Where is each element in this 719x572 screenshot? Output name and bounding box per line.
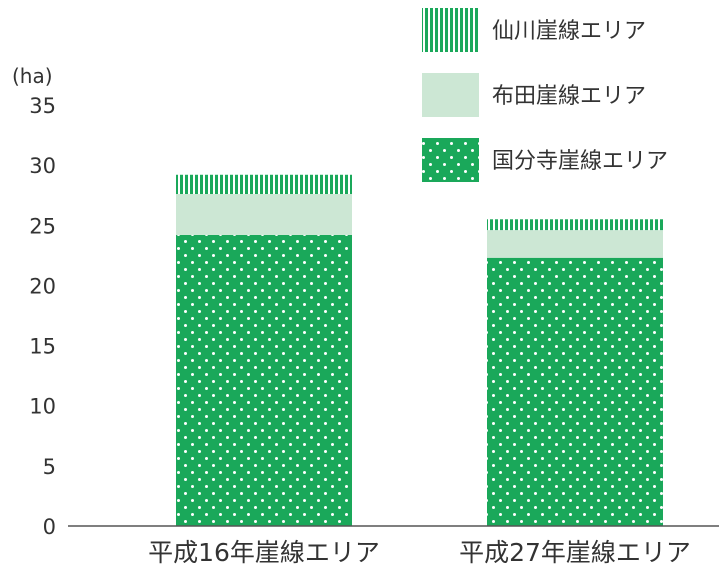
bar-segment bbox=[176, 194, 352, 235]
bar-segment bbox=[487, 230, 663, 258]
legend-label: 仙川崖線エリア bbox=[492, 19, 646, 44]
y-tick-label: 35 bbox=[29, 94, 56, 118]
y-tick-label: 25 bbox=[29, 214, 56, 238]
y-tick-label: 0 bbox=[43, 515, 56, 539]
category-label: 平成27年崖線エリア bbox=[459, 538, 691, 567]
legend-label: 国分寺崖線エリア bbox=[492, 149, 668, 174]
legend-swatch bbox=[422, 138, 479, 182]
legend-swatch bbox=[422, 73, 479, 117]
legend-label: 布田崖線エリア bbox=[492, 84, 646, 109]
y-tick-label: 10 bbox=[29, 395, 56, 419]
bar-segment bbox=[487, 257, 663, 526]
bar-segment bbox=[176, 234, 352, 526]
y-tick-label: 5 bbox=[43, 455, 56, 479]
category-label: 平成16年崖線エリア bbox=[148, 538, 380, 567]
bar-segment bbox=[487, 219, 663, 231]
y-axis-unit: (ha) bbox=[12, 64, 53, 88]
bar-segment bbox=[176, 174, 352, 195]
legend-swatch bbox=[422, 8, 479, 52]
y-tick-label: 30 bbox=[29, 154, 56, 178]
y-tick-label: 20 bbox=[29, 274, 56, 298]
y-tick-label: 15 bbox=[29, 335, 56, 359]
